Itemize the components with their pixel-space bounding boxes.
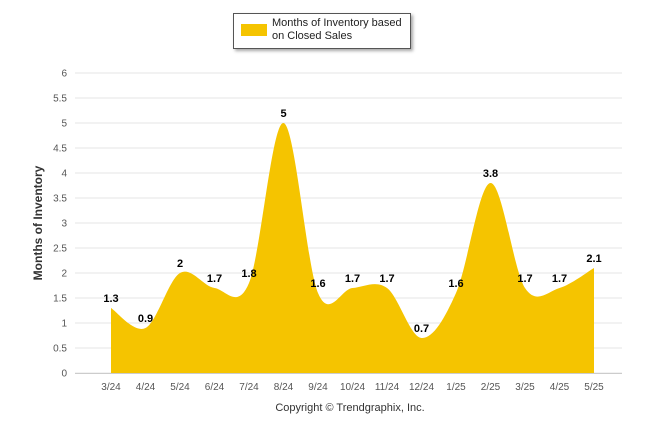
data-label: 1.8 (241, 268, 256, 280)
y-tick-label: 2 (61, 269, 67, 280)
y-tick-label: 0 (61, 369, 67, 380)
copyright-text: Copyright © Trendgraphix, Inc. (275, 402, 425, 414)
x-tick-label: 4/25 (550, 382, 570, 393)
data-label: 0.7 (414, 323, 429, 335)
legend: Months of Inventory based on Closed Sale… (233, 13, 411, 49)
x-tick-label: 5/25 (584, 382, 604, 393)
y-tick-label: 0.5 (53, 344, 67, 355)
data-label: 1.7 (379, 273, 394, 285)
x-tick-label: 4/24 (136, 382, 156, 393)
data-label: 1.6 (448, 278, 463, 290)
x-tick-label: 5/24 (170, 382, 190, 393)
data-label: 5 (280, 108, 286, 120)
data-label: 2 (177, 258, 183, 270)
y-tick-label: 3.5 (53, 194, 67, 205)
y-tick-label: 4.5 (53, 144, 67, 155)
x-tick-label: 9/24 (308, 382, 328, 393)
x-tick-label: 3/24 (101, 382, 121, 393)
series-area (111, 122, 594, 373)
y-tick-label: 3 (61, 219, 67, 230)
y-tick-label: 1 (61, 319, 67, 330)
data-label: 1.7 (345, 273, 360, 285)
x-tick-label: 7/24 (239, 382, 259, 393)
y-tick-label: 2.5 (53, 244, 67, 255)
y-tick-label: 1.5 (53, 294, 67, 305)
legend-swatch (241, 24, 267, 36)
x-tick-label: 3/25 (515, 382, 535, 393)
data-label: 2.1 (586, 253, 601, 265)
x-tick-label: 8/24 (274, 382, 294, 393)
y-tick-label: 4 (61, 169, 67, 180)
data-label: 0.9 (138, 313, 153, 325)
x-tick-label: 1/25 (446, 382, 466, 393)
x-tick-label: 10/24 (340, 382, 365, 393)
data-label: 1.7 (517, 273, 532, 285)
data-label: 1.7 (207, 273, 222, 285)
x-tick-label: 12/24 (409, 382, 434, 393)
x-tick-label: 6/24 (205, 382, 225, 393)
x-tick-label: 11/24 (375, 382, 400, 393)
data-label: 3.8 (483, 168, 498, 180)
y-tick-label: 6 (61, 69, 67, 80)
data-label: 1.6 (310, 278, 325, 290)
data-label: 1.3 (103, 293, 118, 305)
y-tick-label: 5.5 (53, 94, 67, 105)
data-label: 1.7 (552, 273, 567, 285)
x-tick-label: 2/25 (481, 382, 501, 393)
legend-label: Months of Inventory based on Closed Sale… (272, 17, 402, 42)
y-axis-title: Months of Inventory (31, 165, 45, 280)
y-tick-label: 5 (61, 119, 67, 130)
